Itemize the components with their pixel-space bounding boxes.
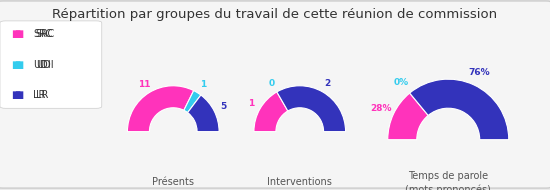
Text: 28%: 28%	[371, 104, 392, 113]
Text: (mots prononcés): (mots prononcés)	[405, 184, 491, 190]
Text: ■: ■	[14, 60, 23, 70]
Text: 76%: 76%	[469, 68, 491, 77]
Text: 11: 11	[138, 80, 150, 89]
Text: Interventions: Interventions	[267, 177, 332, 187]
Text: LR: LR	[33, 90, 45, 100]
Text: UDI: UDI	[36, 60, 53, 70]
Wedge shape	[277, 86, 345, 132]
Text: ■: ■	[14, 29, 23, 39]
Wedge shape	[184, 91, 201, 113]
Text: Présents: Présents	[152, 177, 194, 187]
Text: 2: 2	[324, 79, 331, 88]
Text: UDI: UDI	[33, 60, 51, 70]
Text: 0: 0	[269, 79, 275, 88]
Text: 5: 5	[220, 102, 227, 111]
Wedge shape	[388, 93, 428, 140]
Text: ■: ■	[11, 29, 20, 39]
Text: SRC: SRC	[33, 29, 52, 39]
Wedge shape	[410, 79, 509, 140]
Text: ■: ■	[11, 90, 20, 100]
Text: 1: 1	[248, 99, 255, 108]
Text: Temps de parole: Temps de parole	[408, 171, 488, 181]
Wedge shape	[128, 86, 194, 132]
Wedge shape	[254, 92, 288, 132]
Text: Répartition par groupes du travail de cette réunion de commission: Répartition par groupes du travail de ce…	[52, 8, 498, 21]
Text: 0%: 0%	[394, 78, 409, 87]
Wedge shape	[188, 95, 219, 132]
Text: 1: 1	[200, 80, 206, 89]
Text: LR: LR	[36, 90, 48, 100]
Text: ■: ■	[11, 60, 20, 70]
Text: SRC: SRC	[36, 29, 55, 39]
Text: ■: ■	[14, 90, 23, 100]
